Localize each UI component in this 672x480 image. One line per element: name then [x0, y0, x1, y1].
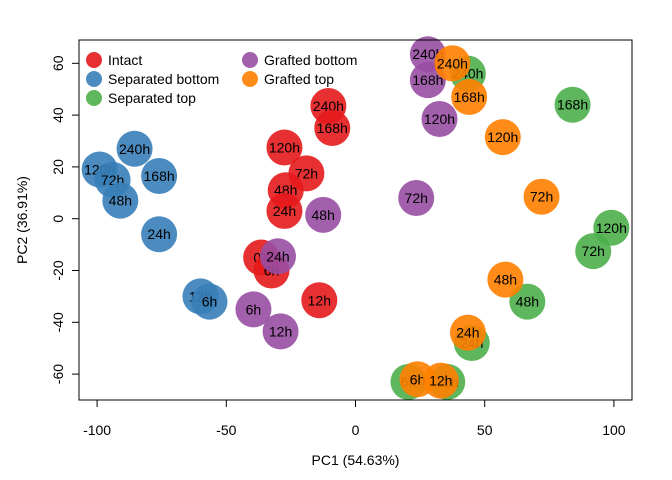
data-point-label: 120h: [269, 139, 300, 155]
data-point: [102, 182, 139, 219]
data-points: 240h168h120h72h48h24h0h6h12h240h168h120h…: [81, 36, 630, 400]
data-point: [575, 233, 612, 270]
x-tick-label: -50: [216, 422, 236, 438]
x-axis-title: PC1 (54.63%): [312, 452, 400, 468]
data-point-label: 240h: [313, 98, 344, 114]
legend-label: Separated bottom: [108, 71, 219, 87]
legend-marker: [86, 71, 102, 87]
data-point-label: 72h: [582, 243, 605, 259]
data-point-label: 120h: [596, 220, 627, 236]
data-point-label: 48h: [516, 294, 539, 310]
legend-label: Grafted top: [264, 71, 334, 87]
y-tick-label: 40: [50, 107, 66, 123]
data-point-label: 24h: [456, 325, 479, 341]
data-point-label: 48h: [109, 193, 132, 209]
data-point: [451, 78, 488, 115]
data-point: [523, 178, 560, 215]
legend-marker: [242, 52, 258, 68]
x-axis: -100 -50 0 50 100: [83, 399, 626, 438]
data-point-label: 6h: [246, 301, 262, 317]
y-tick-label: 20: [50, 159, 66, 175]
data-point: [305, 196, 342, 233]
y-tick-label: -20: [50, 260, 66, 280]
legend-marker: [86, 52, 102, 68]
legend-marker: [242, 71, 258, 87]
data-point-label: 240h: [437, 55, 468, 71]
data-point: [487, 261, 524, 298]
data-point: [266, 192, 303, 229]
y-tick-label: -40: [50, 312, 66, 332]
series-intact: 240h168h120h72h48h24h0h6h12h: [243, 88, 351, 319]
data-point-label: 168h: [317, 120, 348, 136]
data-point: [398, 179, 435, 216]
data-point-label: 48h: [312, 207, 335, 223]
legend-marker: [86, 90, 102, 106]
data-point-label: 24h: [273, 203, 296, 219]
data-point-label: 168h: [144, 168, 175, 184]
data-point: [259, 238, 296, 275]
y-axis: -60 -40 -20 0 20 40 60: [50, 55, 80, 384]
legend-label: Grafted bottom: [264, 52, 357, 68]
data-point-label: 240h: [119, 141, 150, 157]
legend-label: Intact: [108, 52, 142, 68]
data-point: [554, 86, 591, 123]
data-point-label: 12h: [308, 292, 331, 308]
legend-label: Separated top: [108, 90, 196, 106]
data-point: [509, 283, 546, 320]
data-point-label: 48h: [494, 272, 517, 288]
x-tick-label: 50: [477, 422, 493, 438]
data-point-label: 72h: [405, 190, 428, 206]
data-point: [301, 282, 338, 319]
data-point-label: 168h: [454, 89, 485, 105]
legend-item: Separated bottom: [86, 71, 219, 87]
legend-item: Grafted top: [242, 71, 334, 87]
data-point: [262, 313, 299, 350]
data-point-label: 168h: [412, 72, 443, 88]
legend-item: Grafted bottom: [242, 52, 357, 68]
y-tick-label: -60: [50, 364, 66, 384]
y-tick-label: 0: [50, 215, 66, 223]
series-separated-bottom: 240h168h120h72h48h24h12h6h: [81, 130, 228, 320]
data-point-label: 12h: [429, 373, 452, 389]
data-point-label: 72h: [530, 189, 553, 205]
data-point: [422, 362, 459, 399]
data-point: [141, 216, 178, 253]
x-tick-label: -100: [83, 422, 111, 438]
legend-item: Separated top: [86, 90, 196, 106]
y-tick-label: 60: [50, 55, 66, 71]
data-point: [141, 157, 178, 194]
data-point: [484, 119, 521, 156]
data-point: [314, 110, 351, 147]
y-axis-title: PC2 (36.91%): [14, 176, 30, 264]
data-point-label: 24h: [266, 248, 289, 264]
data-point: [235, 291, 272, 328]
data-point-label: 168h: [557, 97, 588, 113]
data-point-label: 12h: [269, 323, 292, 339]
data-point-label: 120h: [424, 111, 455, 127]
data-point-label: 120h: [487, 129, 518, 145]
legend-item: Intact: [86, 52, 142, 68]
x-tick-label: 0: [352, 422, 360, 438]
data-point: [191, 283, 228, 320]
x-tick-label: 100: [602, 422, 626, 438]
legend: Intact Separated bottom Separated top Graft…: [86, 52, 357, 106]
data-point-label: 72h: [295, 165, 318, 181]
data-point: [266, 129, 303, 166]
data-point: [434, 45, 471, 82]
data-point-label: 24h: [147, 226, 170, 242]
data-point-label: 6h: [410, 371, 426, 387]
data-point: [449, 314, 486, 351]
data-point: [421, 100, 458, 137]
data-point-label: 6h: [202, 294, 218, 310]
data-point: [116, 130, 153, 167]
